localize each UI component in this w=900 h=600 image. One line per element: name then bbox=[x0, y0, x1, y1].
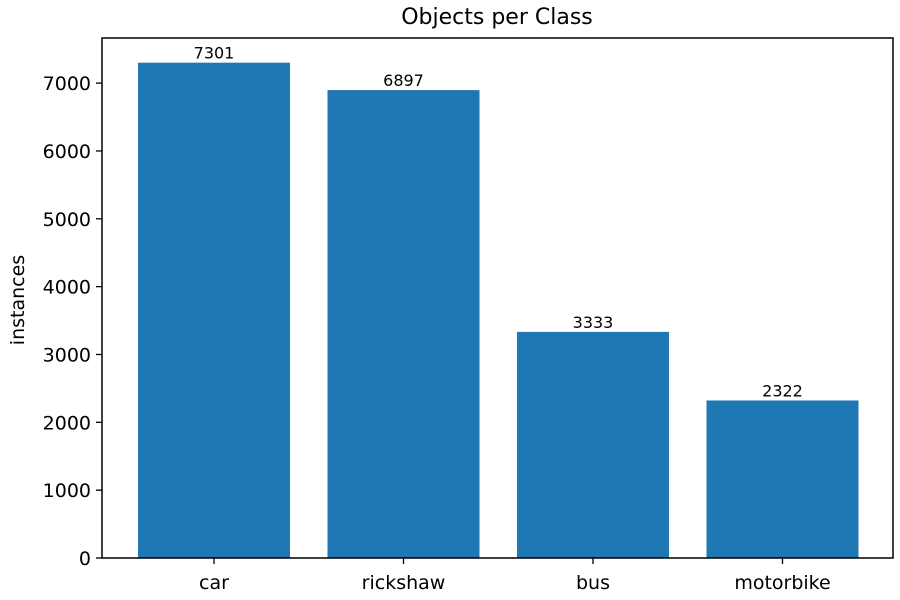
x-tick-label-rickshaw: rickshaw bbox=[362, 572, 446, 594]
y-axis-label: instances bbox=[7, 255, 29, 345]
y-tick-label-0: 0 bbox=[79, 548, 91, 570]
bar-value-label-bus: 3333 bbox=[573, 313, 614, 332]
y-axis: 0 1000 2000 3000 4000 5000 6000 7000 bbox=[43, 73, 102, 570]
x-tick-label-car: car bbox=[199, 572, 229, 594]
x-tick-label-bus: bus bbox=[576, 572, 610, 594]
chart-title: Objects per Class bbox=[401, 5, 593, 30]
plot-frame bbox=[101, 37, 894, 559]
bar-bus bbox=[517, 331, 669, 558]
y-tick-label-7000: 7000 bbox=[43, 73, 91, 95]
y-tick-label-1000: 1000 bbox=[43, 480, 91, 502]
bar-car bbox=[138, 62, 290, 559]
y-tick-label-4000: 4000 bbox=[43, 277, 91, 299]
x-axis: car rickshaw bus motorbike bbox=[199, 558, 831, 594]
y-tick-label-6000: 6000 bbox=[43, 141, 91, 163]
bar-value-label-motorbike: 2322 bbox=[762, 381, 803, 400]
bar-rickshaw bbox=[327, 90, 480, 559]
bar-motorbike bbox=[706, 400, 859, 558]
y-tick-label-3000: 3000 bbox=[43, 344, 91, 366]
y-tick-label-2000: 2000 bbox=[43, 412, 91, 434]
bar-labels-layer: 7301 6897 3333 2322 bbox=[194, 44, 803, 401]
y-tick-label-5000: 5000 bbox=[43, 209, 91, 231]
bars-layer bbox=[138, 62, 859, 559]
x-tick-label-motorbike: motorbike bbox=[734, 572, 830, 594]
bar-value-label-car: 7301 bbox=[194, 44, 235, 63]
bar-value-label-rickshaw: 6897 bbox=[383, 71, 424, 90]
